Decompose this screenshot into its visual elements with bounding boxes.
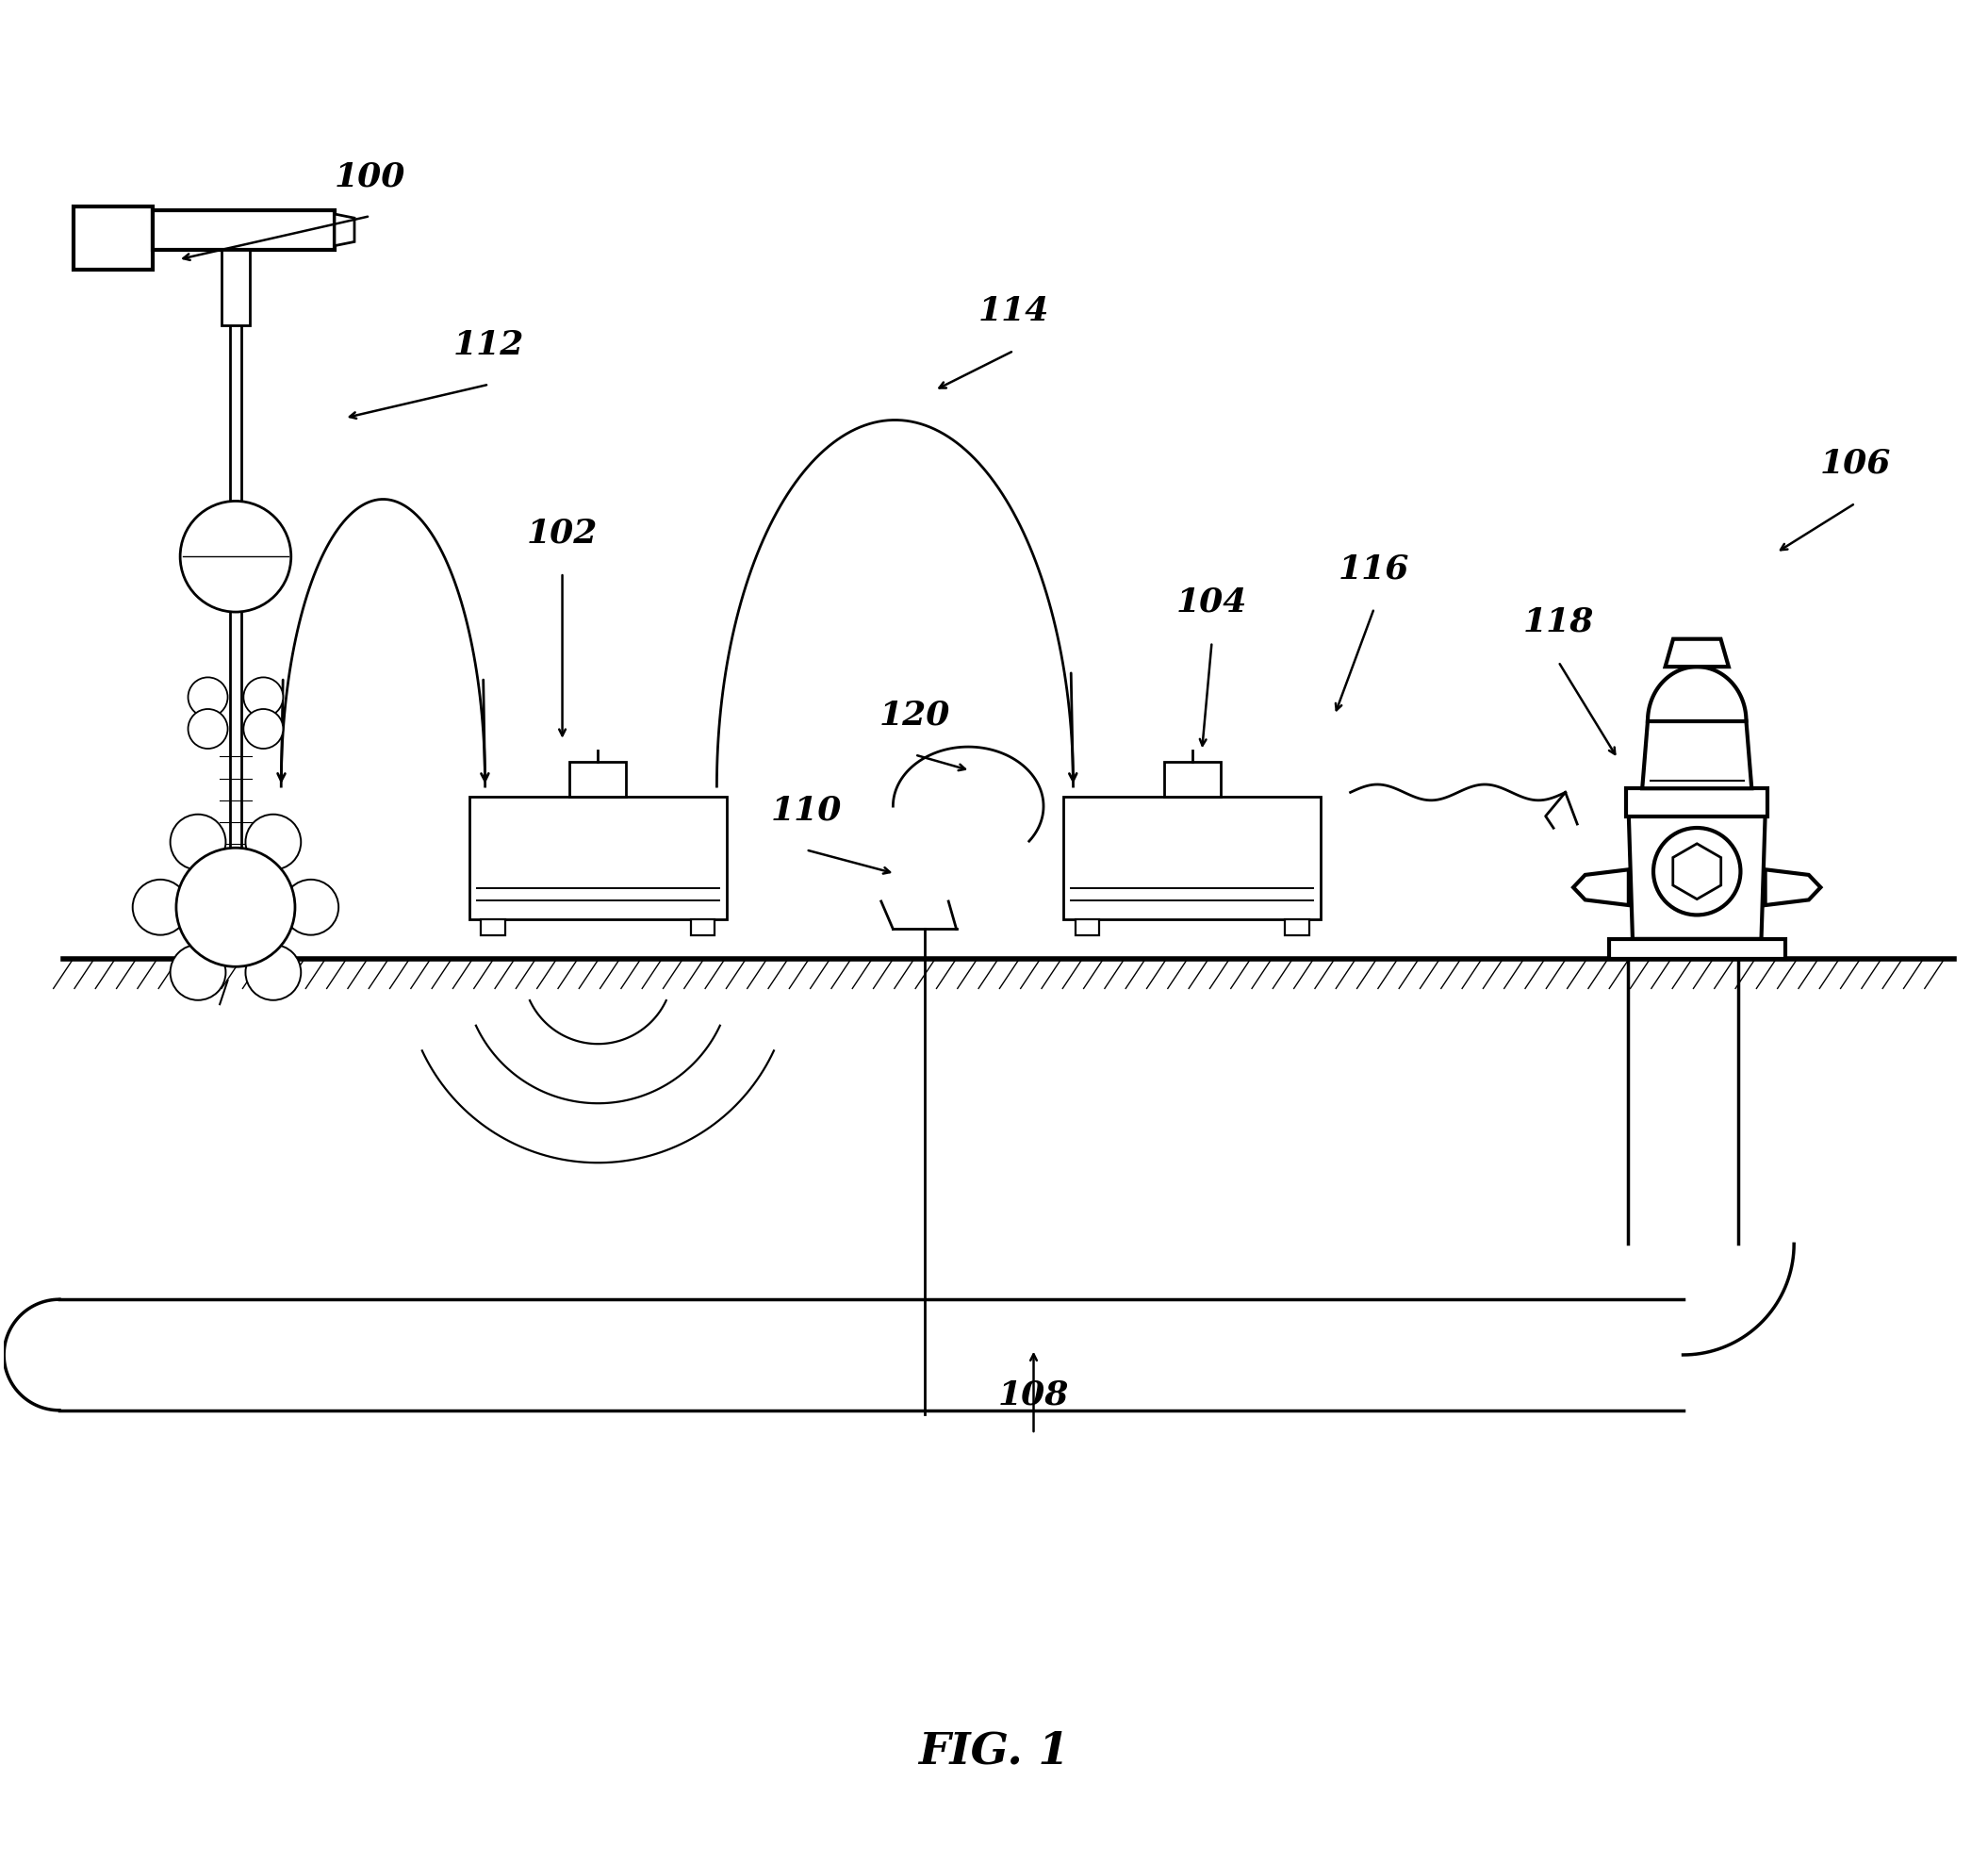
Circle shape	[171, 945, 227, 1001]
Text: FIG. 1: FIG. 1	[918, 1730, 1070, 1773]
Text: 112: 112	[453, 328, 525, 362]
Circle shape	[282, 880, 338, 936]
Circle shape	[177, 848, 294, 967]
Text: 118: 118	[1523, 606, 1594, 637]
Circle shape	[245, 815, 300, 870]
Polygon shape	[469, 796, 728, 919]
Circle shape	[189, 708, 229, 749]
Text: 106: 106	[1819, 447, 1891, 479]
Polygon shape	[1064, 796, 1320, 919]
Text: 108: 108	[998, 1379, 1070, 1411]
Polygon shape	[1573, 869, 1628, 906]
Polygon shape	[1284, 919, 1308, 936]
Polygon shape	[1076, 919, 1099, 936]
Polygon shape	[1628, 816, 1765, 939]
Polygon shape	[1765, 869, 1821, 906]
Polygon shape	[481, 919, 505, 936]
Circle shape	[133, 880, 189, 936]
Circle shape	[245, 945, 300, 1001]
Text: 116: 116	[1338, 552, 1409, 585]
Polygon shape	[1648, 667, 1745, 721]
Polygon shape	[1666, 639, 1730, 667]
Circle shape	[243, 677, 282, 718]
Circle shape	[171, 815, 227, 870]
Text: 104: 104	[1177, 585, 1246, 619]
Text: 114: 114	[978, 295, 1050, 326]
Circle shape	[1654, 828, 1741, 915]
Polygon shape	[1163, 762, 1221, 796]
Text: 110: 110	[771, 794, 841, 826]
Text: 102: 102	[527, 516, 598, 548]
Polygon shape	[153, 211, 334, 250]
Polygon shape	[74, 207, 153, 270]
Circle shape	[243, 708, 282, 749]
Polygon shape	[1626, 788, 1767, 816]
Text: 120: 120	[879, 699, 950, 731]
Text: 100: 100	[334, 160, 406, 192]
Polygon shape	[571, 762, 626, 796]
Polygon shape	[1608, 939, 1785, 958]
Polygon shape	[334, 214, 354, 246]
Polygon shape	[1642, 721, 1751, 788]
Circle shape	[181, 501, 290, 611]
Circle shape	[189, 677, 229, 718]
Polygon shape	[692, 919, 716, 936]
Polygon shape	[223, 250, 248, 324]
